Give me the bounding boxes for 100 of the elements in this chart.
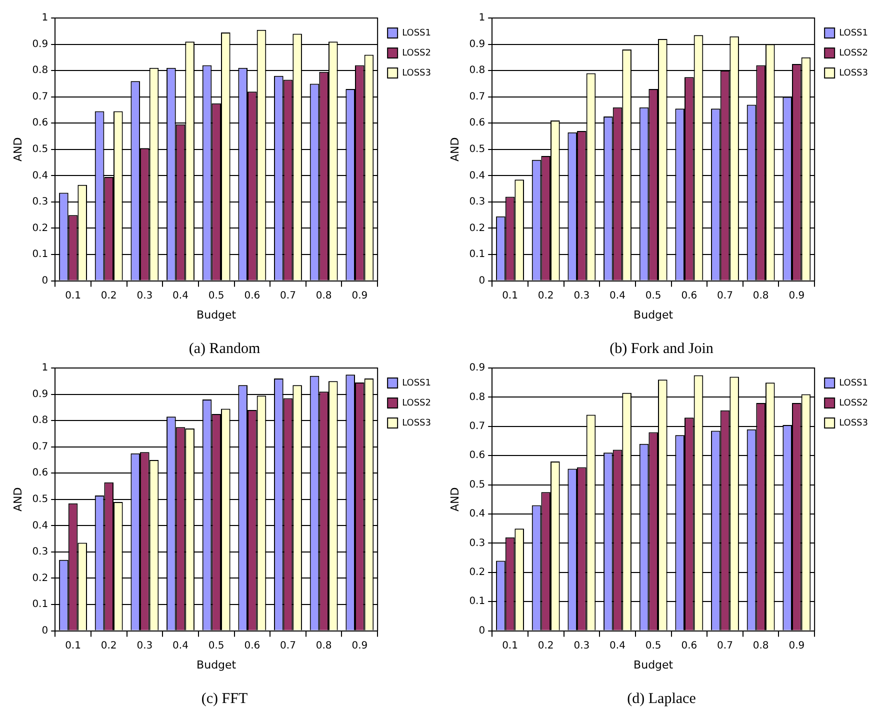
x-tick-label: 0.2 xyxy=(538,290,554,302)
x-tick-label: 0.1 xyxy=(502,290,518,302)
x-axis-title: Budget xyxy=(634,308,674,322)
y-axis-title: AND xyxy=(448,487,462,512)
x-tick-label: 0.9 xyxy=(788,290,805,302)
text: (d) Laplace xyxy=(627,690,696,707)
legend-label: LOSS1 xyxy=(839,378,868,388)
legend-label: LOSS2 xyxy=(402,48,432,58)
y-tick-label: 0.6 xyxy=(32,118,48,129)
x-tick-label: 0.3 xyxy=(136,640,153,652)
y-tick-label: 0.7 xyxy=(469,91,486,102)
y-tick-label: 0.5 xyxy=(469,479,486,490)
x-axis-title: Budget xyxy=(196,658,237,672)
y-tick-label: 0.2 xyxy=(32,222,48,234)
x-axis-title: Budget xyxy=(634,658,674,672)
x-tick-label: 0.3 xyxy=(574,290,590,302)
text: (c) FFT xyxy=(201,690,248,707)
x-tick-label: 0.4 xyxy=(610,290,626,302)
legend-label: LOSS3 xyxy=(402,68,432,78)
y-tick-label: 1 xyxy=(42,12,48,24)
y-tick-label: 0.7 xyxy=(469,420,486,432)
x-tick-label: 0.8 xyxy=(316,640,332,652)
y-tick-label: 0.9 xyxy=(32,388,48,400)
y-tick-label: 0.2 xyxy=(469,566,486,578)
x-tick-label: 0.9 xyxy=(352,290,368,302)
y-tick-label: 0.5 xyxy=(32,144,48,155)
x-tick-label: 0.6 xyxy=(244,290,260,302)
y-tick-label: 0.6 xyxy=(469,118,486,129)
y-tick-label: 1 xyxy=(42,362,48,374)
y-tick-label: 0 xyxy=(478,625,486,636)
x-tick-label: 0.3 xyxy=(136,290,153,302)
y-tick-label: 0.8 xyxy=(469,65,486,76)
x-tick-label: 0.9 xyxy=(352,640,368,652)
legend-label: LOSS1 xyxy=(402,28,432,38)
x-tick-label: 0.6 xyxy=(681,640,698,652)
x-tick-label: 0.1 xyxy=(502,640,518,652)
x-tick-label: 0.5 xyxy=(208,640,224,652)
x-tick-label: 0.1 xyxy=(65,290,81,302)
y-tick-label: 0.8 xyxy=(32,415,48,426)
x-tick-label: 0.4 xyxy=(172,290,188,302)
x-tick-label: 0.5 xyxy=(645,640,662,652)
x-tick-label: 0.7 xyxy=(280,290,296,302)
legend-label: LOSS3 xyxy=(839,418,868,428)
x-tick-label: 0.7 xyxy=(280,640,296,652)
y-tick-label: 0.3 xyxy=(32,196,48,208)
y-tick-label: 0.3 xyxy=(32,546,48,558)
x-tick-label: 0.7 xyxy=(717,640,733,652)
y-tick-label: 0.9 xyxy=(469,362,486,374)
y-tick-label: 0.6 xyxy=(32,468,48,479)
y-tick-label: 0.2 xyxy=(469,222,486,234)
y-tick-label: 0.1 xyxy=(469,596,486,608)
x-tick-label: 0.7 xyxy=(717,290,733,302)
legend-label: LOSS3 xyxy=(402,418,432,428)
y-tick-label: 0.3 xyxy=(469,196,486,208)
y-tick-label: 0.1 xyxy=(32,599,48,610)
text: (b) Fork and Join xyxy=(610,340,714,357)
y-tick-label: 0.1 xyxy=(32,249,48,260)
x-axis-title: Budget xyxy=(196,308,237,322)
y-axis-title: AND xyxy=(11,487,24,512)
y-tick-label: 0.4 xyxy=(469,508,486,520)
y-tick-label: 0.6 xyxy=(469,450,486,462)
legend-label: LOSS2 xyxy=(839,48,868,58)
y-axis-title: AND xyxy=(448,137,462,162)
y-tick-label: 1 xyxy=(478,12,486,24)
legend-label: LOSS1 xyxy=(402,378,432,388)
y-tick-label: 0.4 xyxy=(32,170,48,182)
x-tick-label: 0.4 xyxy=(172,640,188,652)
x-tick-label: 0.2 xyxy=(100,640,117,652)
x-tick-label: 0.5 xyxy=(645,290,662,302)
y-tick-label: 0.7 xyxy=(32,441,48,452)
y-tick-label: 0.9 xyxy=(32,38,48,50)
legend-label: LOSS1 xyxy=(839,28,868,38)
x-tick-label: 0.3 xyxy=(574,640,590,652)
x-tick-label: 0.2 xyxy=(538,640,554,652)
y-tick-label: 0 xyxy=(42,275,48,286)
y-tick-label: 0.8 xyxy=(469,392,486,403)
y-tick-label: 0.3 xyxy=(469,538,486,549)
y-tick-label: 0.5 xyxy=(32,494,48,505)
y-tick-label: 0.8 xyxy=(32,65,48,76)
x-tick-label: 0.6 xyxy=(244,640,260,652)
legend-label: LOSS2 xyxy=(402,398,432,408)
text: (a) Random xyxy=(188,340,260,357)
y-tick-label: 0.4 xyxy=(469,170,486,182)
x-tick-label: 0.2 xyxy=(100,290,117,302)
legend-label: LOSS2 xyxy=(839,398,868,408)
y-tick-label: 0.9 xyxy=(469,38,486,50)
y-tick-label: 0.5 xyxy=(469,144,486,155)
legend-label: LOSS3 xyxy=(839,68,868,78)
x-tick-label: 0.8 xyxy=(752,290,769,302)
x-tick-label: 0.4 xyxy=(610,640,626,652)
x-tick-label: 0.6 xyxy=(681,290,698,302)
y-axis-title: AND xyxy=(11,137,24,162)
y-tick-label: 0.7 xyxy=(32,91,48,102)
y-tick-label: 0 xyxy=(478,275,486,286)
y-tick-label: 0 xyxy=(42,625,48,636)
x-tick-label: 0.8 xyxy=(752,640,769,652)
x-tick-label: 0.5 xyxy=(208,290,224,302)
x-tick-label: 0.9 xyxy=(788,640,805,652)
y-tick-label: 0.2 xyxy=(32,572,48,584)
y-tick-label: 0.1 xyxy=(469,249,486,260)
